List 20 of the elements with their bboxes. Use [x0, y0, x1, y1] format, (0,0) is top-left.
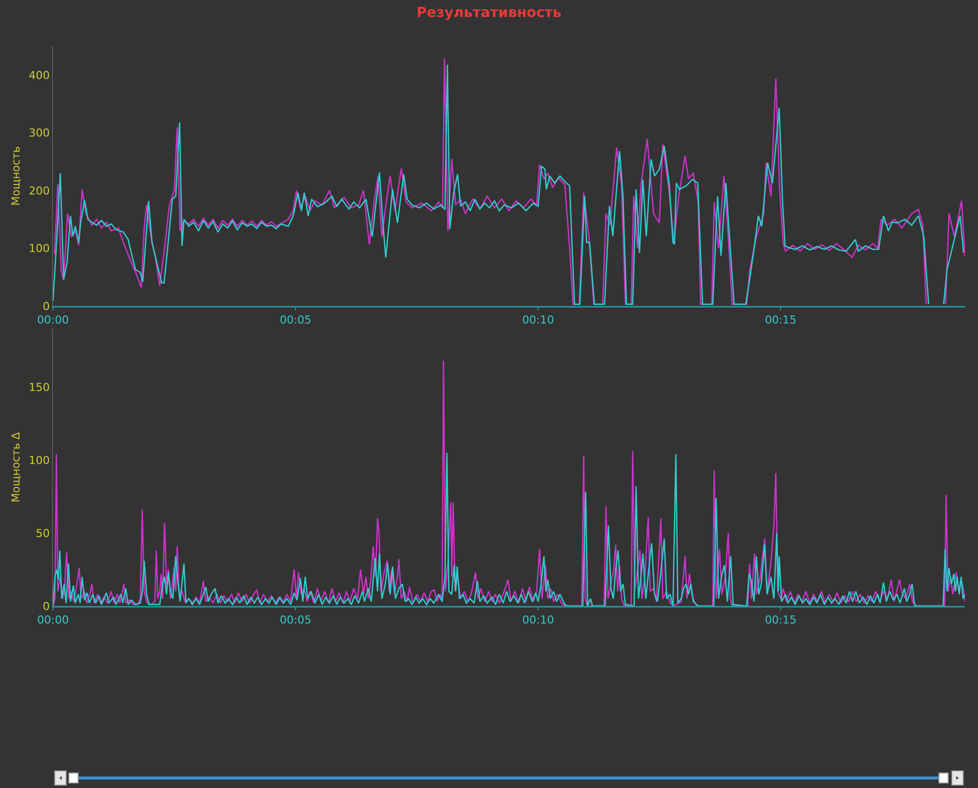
y-tick-label: 300	[28, 126, 50, 140]
y-axis-title: Мощность	[9, 146, 22, 206]
x-tick-label: 00:10	[522, 614, 554, 627]
x-tick-label: 00:15	[764, 314, 797, 327]
y-tick-label: 100	[28, 454, 50, 467]
x-tick-label: 00:00	[37, 614, 69, 627]
y-tick-label: 100	[28, 242, 50, 256]
x-tick-label: 00:00	[37, 314, 69, 327]
chart-title: Результативность	[416, 4, 562, 21]
y-tick-label: 50	[36, 526, 50, 540]
y-axis-title: Мощность Δ	[9, 432, 22, 503]
x-tick-label: 00:05	[280, 614, 312, 627]
y-tick-label: 400	[28, 68, 50, 82]
y-tick-label: 200	[28, 184, 50, 198]
y-tick-label: 0	[42, 600, 50, 613]
x-tick-label: 00:05	[280, 314, 312, 327]
x-tick-label: 00:10	[522, 314, 554, 327]
x-tick-label: 00:15	[764, 614, 797, 627]
y-tick-label: 0	[42, 300, 50, 313]
y-tick-label: 150	[28, 380, 50, 394]
